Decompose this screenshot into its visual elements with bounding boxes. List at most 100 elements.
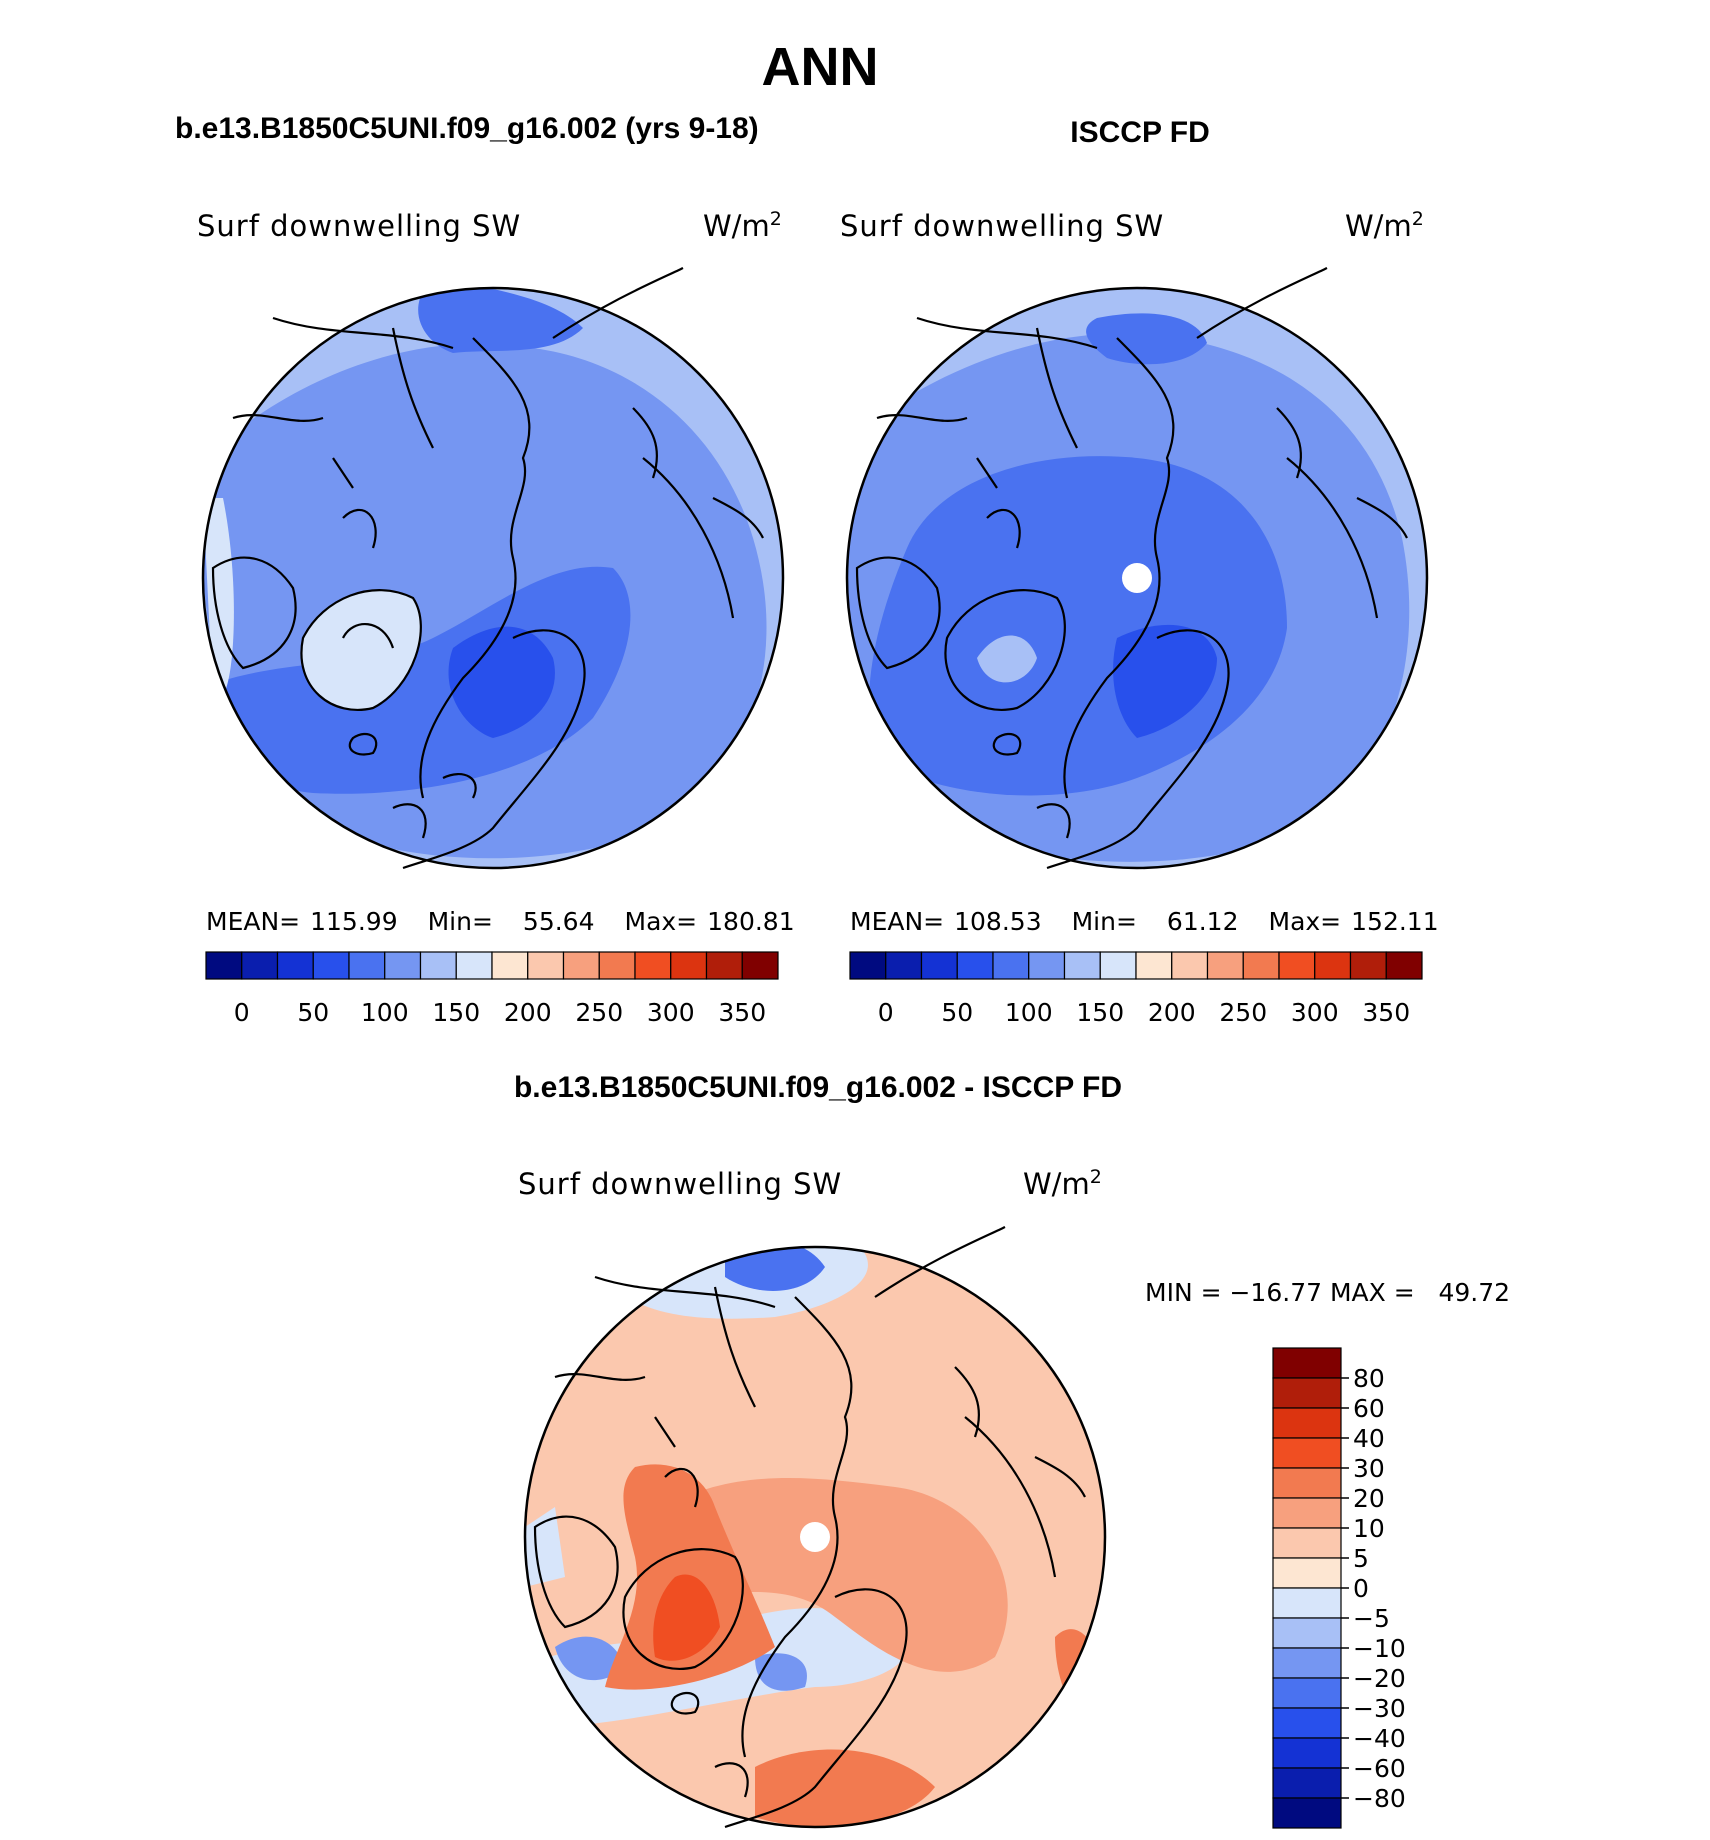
diff-colorbar-box	[1272, 1707, 1342, 1739]
model-variable-label: Surf downwelling SW	[197, 209, 521, 243]
diff-colorbar-box	[1272, 1377, 1342, 1409]
model-polar-map	[201, 267, 785, 870]
model-units-label: W/m2	[703, 208, 782, 243]
obs-colorbar-tick-label: 150	[1076, 998, 1124, 1027]
obs-colorbar-labels: 0 50 100 150 200 250 300 350	[878, 998, 1410, 1027]
model-colorbar-box	[312, 951, 350, 980]
model-band-norway	[448, 626, 555, 738]
model-colorbar-box	[598, 951, 636, 980]
obs-colorbar-box	[1242, 951, 1280, 980]
left-panel-title: b.e13.B1850C5UNI.f09_g16.002 (yrs 9-18)	[175, 112, 759, 145]
obs-colorbar-box	[1171, 951, 1209, 980]
obs-colorbar-tick-label: 300	[1291, 998, 1339, 1027]
diff-colorbar-tick-label: 5	[1353, 1544, 1369, 1573]
obs-variable-label: Surf downwelling SW	[840, 209, 1164, 243]
diff-colorbar-tick-label: 60	[1353, 1394, 1385, 1423]
figure-title: ANN	[762, 37, 879, 97]
obs-colorbar-box	[1278, 951, 1316, 980]
diff-colorbar-tick-label: 80	[1353, 1364, 1385, 1393]
obs-colorbar-box	[1028, 951, 1066, 980]
model-colorbar-box	[205, 951, 243, 980]
model-colorbar-box	[705, 951, 743, 980]
model-colorbar-tick-label: 350	[718, 998, 766, 1027]
diff-colorbar-tick-label: 20	[1353, 1484, 1385, 1513]
obs-colorbar-box	[1099, 951, 1137, 980]
model-colorbar-tick-label: 150	[432, 998, 480, 1027]
model-band-atlantic	[203, 566, 631, 794]
obs-colorbar-tick-label: 0	[878, 998, 894, 1027]
diff-colorbar-tick-label: −60	[1353, 1754, 1406, 1783]
right-panel-title: ISCCP FD	[1070, 116, 1209, 149]
diff-colorbar-tick-label: −30	[1353, 1694, 1406, 1723]
model-colorbar-box	[491, 951, 529, 980]
diff-colorbar-box	[1272, 1797, 1342, 1829]
model-colorbar-labels: 0 50 100 150 200 250 300 350	[234, 998, 766, 1027]
diff-colorbar-box	[1272, 1437, 1342, 1469]
model-colorbar	[205, 951, 779, 980]
model-colorbar-box	[348, 951, 386, 980]
model-colorbar-tick-label: 50	[297, 998, 329, 1027]
diff-colorbar-box	[1272, 1677, 1342, 1709]
obs-colorbar-box	[849, 951, 887, 980]
model-colorbar-tick-label: 300	[647, 998, 695, 1027]
model-band-pacific	[418, 288, 583, 353]
diff-colorbar-box	[1272, 1347, 1342, 1379]
diff-colorbar-tick-label: −40	[1353, 1724, 1406, 1753]
diff-colorbar-tick-label: 0	[1353, 1574, 1369, 1603]
obs-stats: MEAN= 108.53 Min= 61.12 Max= 152.11	[850, 907, 1439, 936]
diff-variable-label: Surf downwelling SW	[518, 1167, 842, 1201]
obs-panel: Surf downwelling SW W/m2	[840, 208, 1439, 1027]
model-colorbar-tick-label: 250	[575, 998, 623, 1027]
model-map-border	[201, 286, 785, 870]
model-colorbar-box	[562, 951, 600, 980]
model-colorbar-tick-label: 100	[361, 998, 409, 1027]
diff-units-label: W/m2	[1023, 1166, 1102, 1201]
diff-colorbar-box	[1272, 1407, 1342, 1439]
model-colorbar-box	[276, 951, 314, 980]
diff-map-border	[523, 1245, 1107, 1829]
model-colorbar-box	[634, 951, 672, 980]
diff-colorbar-tick-label: 30	[1353, 1454, 1385, 1483]
diff-colorbar-tick-label: −5	[1353, 1604, 1390, 1633]
model-colorbar-box	[384, 951, 422, 980]
obs-colorbar-box	[885, 951, 923, 980]
obs-colorbar-tick-label: 100	[1005, 998, 1053, 1027]
obs-pole-hole	[1122, 563, 1152, 593]
obs-units-label: W/m2	[1345, 208, 1424, 243]
obs-map-border	[845, 286, 1429, 870]
diff-colorbar-box	[1272, 1497, 1342, 1529]
model-greenland	[301, 590, 421, 710]
model-colorbar-tick-label: 0	[234, 998, 250, 1027]
obs-colorbar-box	[992, 951, 1030, 980]
diff-colorbar-tick-label: −80	[1353, 1784, 1406, 1813]
obs-colorbar-box	[956, 951, 994, 980]
obs-colorbar-tick-label: 350	[1362, 998, 1410, 1027]
model-colorbar-box	[527, 951, 565, 980]
obs-colorbar-box	[1385, 951, 1423, 980]
diff-panel: Surf downwelling SW W/m2 MIN = −16.77 MA…	[518, 1166, 1510, 1829]
model-colorbar-box	[419, 951, 457, 980]
obs-colorbar-box	[1206, 951, 1244, 980]
diff-colorbar-tick-label: 40	[1353, 1424, 1385, 1453]
obs-colorbar-tick-label: 200	[1148, 998, 1196, 1027]
model-colorbar-box	[741, 951, 779, 980]
diff-colorbar-box	[1272, 1587, 1342, 1619]
diff-colorbar-tick-label: −20	[1353, 1664, 1406, 1693]
model-stats: MEAN= 115.99 Min= 55.64 Max= 180.81	[206, 907, 795, 936]
diff-stats: MIN = −16.77 MAX = 49.72	[1145, 1278, 1510, 1307]
diff-colorbar-box	[1272, 1647, 1342, 1679]
diff-panel-title: b.e13.B1850C5UNI.f09_g16.002 - ISCCP FD	[514, 1071, 1122, 1104]
diff-pole-hole	[800, 1522, 830, 1552]
diff-colorbar-box	[1272, 1527, 1342, 1559]
diff-colorbar-box	[1272, 1467, 1342, 1499]
obs-colorbar-box	[920, 951, 958, 980]
model-colorbar-tick-label: 200	[504, 998, 552, 1027]
obs-colorbar-box	[1135, 951, 1173, 980]
model-coastlines	[211, 267, 764, 870]
obs-colorbar	[849, 951, 1423, 980]
diff-colorbar-tick-label: 10	[1353, 1514, 1385, 1543]
diff-colorbar-box	[1272, 1617, 1342, 1649]
obs-colorbar-box	[1349, 951, 1387, 980]
